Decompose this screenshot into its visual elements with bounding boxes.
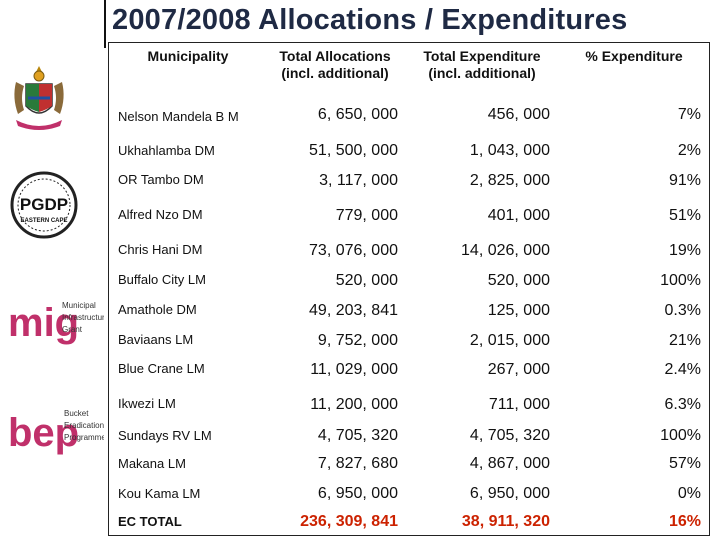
table-row-pct: 2.4% [664,361,701,378]
table-row-name: Baviaans LM [118,332,194,347]
table-row-expenditure: 4, 867, 000 [469,455,550,472]
table-row-name: Chris Hani DM [118,242,203,257]
table-row-pct: 0.3% [664,302,701,319]
table-row-expenditure: 520, 000 [487,272,550,289]
pgdp-logo-subtext: EASTERN CAPE [20,218,67,224]
table-frame [108,42,710,536]
total-row-allocation: 236, 309, 841 [300,513,398,530]
header-allocations: Total Allocations (incl. additional) [266,48,404,82]
table-row-name: Nelson Mandela B M [118,109,239,124]
table-row-expenditure: 267, 000 [487,361,550,378]
table-row-name: Amathole DM [118,302,197,317]
table-row-expenditure: 2, 015, 000 [469,332,550,349]
bep-logo-sub-3: Programme [64,433,104,442]
table-row-allocation: 51, 500, 000 [309,142,398,159]
mig-logo-sub-1: Municipal [62,301,96,310]
header-allocations-line1: Total Allocations [279,48,391,64]
table-row-pct: 51% [668,207,701,224]
table-row-expenditure: 6, 950, 000 [469,485,550,502]
bep-logo-sub-2: Eradication [64,421,104,430]
table-row-pct: 6.3% [664,396,701,413]
pgdp-logo-text: PGDP [20,195,68,214]
mig-logo-text: mig [8,301,79,345]
page-title: 2007/2008 Allocations / Expenditures [112,4,628,36]
table-row-expenditure: 711, 000 [488,396,550,413]
table-row-allocation: 3, 117, 000 [319,172,398,189]
table-row-pct: 0% [677,485,701,502]
bep-logo-icon: bep Bucket Eradication Programme [8,409,104,455]
coat-of-arms-icon [14,66,64,130]
table-row-allocation: 73, 076, 000 [309,242,398,259]
bep-logo-sub-1: Bucket [64,409,89,418]
table-row-expenditure: 14, 026, 000 [461,242,550,259]
title-divider [104,0,106,48]
table-row-pct: 7% [677,106,701,123]
table-row-name: Alfred Nzo DM [118,207,203,222]
table-row-name: Sundays RV LM [118,428,212,443]
table-row-pct: 2% [677,142,701,159]
table-row-allocation: 6, 650, 000 [317,106,398,123]
header-expenditure-line2: (incl. additional) [428,65,536,81]
table-row-allocation: 9, 752, 000 [317,332,398,349]
table-row-pct: 100% [660,272,701,289]
total-row-pct: 16% [668,513,701,530]
table-row-allocation: 6, 950, 000 [317,485,398,502]
table-row-expenditure: 4, 705, 320 [469,427,550,444]
table-row-allocation: 520, 000 [335,272,398,289]
table-row-name: Blue Crane LM [118,361,205,376]
table-row-name: Ukhahlamba DM [118,143,215,158]
table-row-pct: 19% [668,242,701,259]
table-row-allocation: 779, 000 [335,207,398,224]
table-row-expenditure: 125, 000 [487,302,550,319]
table-row-allocation: 7, 827, 680 [317,455,398,472]
table-row-name: Kou Kama LM [118,486,201,501]
table-row-name: OR Tambo DM [118,172,204,187]
table-row-pct: 21% [668,332,701,349]
table-row-allocation: 11, 200, 000 [310,396,398,413]
total-row-name: EC TOTAL [118,514,182,529]
table-row-name: Makana LM [118,456,186,471]
header-expenditure-line1: Total Expenditure [423,48,541,64]
header-pct: % Expenditure [585,48,683,64]
table-row-pct: 57% [668,455,701,472]
table-row-allocation: 49, 203, 841 [309,302,398,319]
total-row-expenditure: 38, 911, 320 [461,513,550,530]
mig-logo-icon: mig Municipal Infrastructure Grant [8,301,104,345]
table-row-allocation: 11, 029, 000 [310,361,398,378]
table-row-allocation: 4, 705, 320 [317,427,398,444]
pgdp-logo-icon: PGDP EASTERN CAPE [10,171,78,239]
table-row-pct: 100% [660,427,701,444]
header-municipality: Municipality [147,48,229,64]
mig-logo-sub-2: Infrastructure [62,313,104,322]
table-row-expenditure: 456, 000 [487,106,550,123]
mig-logo-sub-3: Grant [62,325,83,334]
header-expenditure: Total Expenditure (incl. additional) [412,48,552,82]
bep-logo-text: bep [8,411,79,455]
table-row-expenditure: 401, 000 [487,207,550,224]
header-allocations-line2: (incl. additional) [281,65,389,81]
table-row-expenditure: 1, 043, 000 [469,142,550,159]
table-row-pct: 91% [668,172,701,189]
table-row-name: Ikwezi LM [118,396,176,411]
table-row-name: Buffalo City LM [118,272,206,287]
table-row-expenditure: 2, 825, 000 [469,172,550,189]
